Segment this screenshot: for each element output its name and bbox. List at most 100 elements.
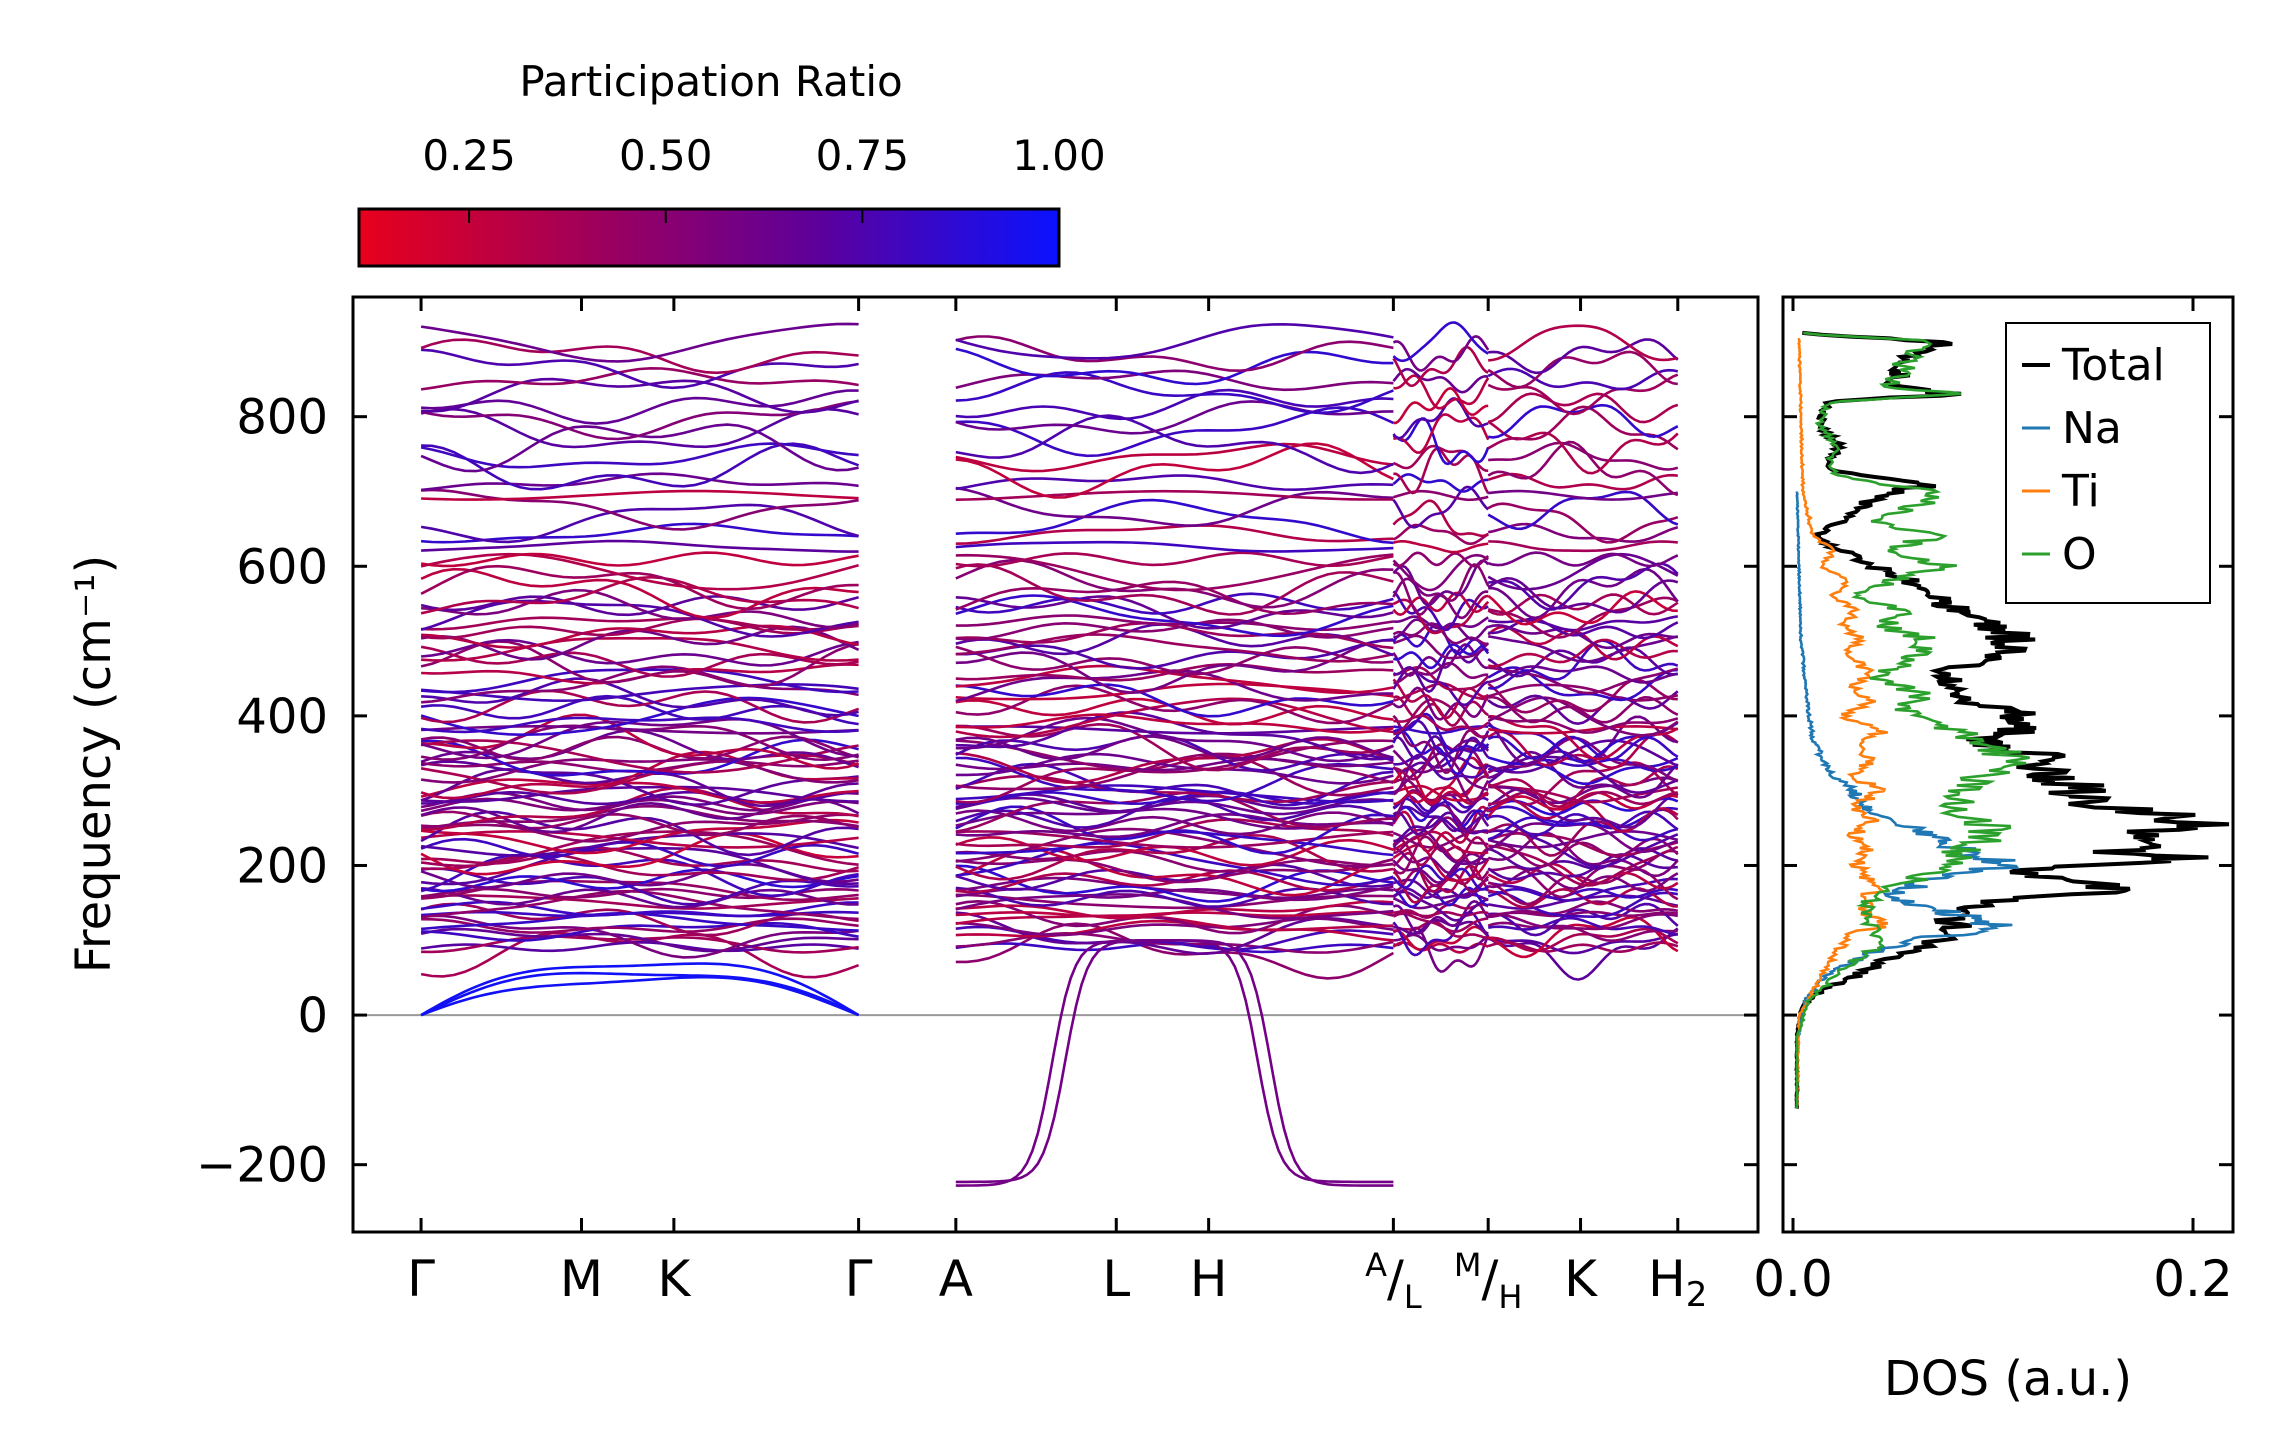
- band-line: [420, 399, 859, 441]
- legend-label: Ti: [2061, 466, 2100, 517]
- colorbar-tick-label: 0.25: [422, 131, 516, 180]
- band-line: [1488, 912, 1678, 931]
- band-line: [1487, 646, 1678, 678]
- band-line: [1392, 485, 1490, 529]
- band-line: [955, 580, 1394, 616]
- band-line: [1488, 540, 1678, 553]
- band-line: [1393, 413, 1490, 454]
- band-line: [1392, 847, 1489, 893]
- dos-curve-o: [1795, 331, 2030, 1109]
- band-line: [421, 588, 859, 629]
- band-line: [1488, 902, 1679, 937]
- band-line: [1488, 562, 1679, 611]
- band-line: [420, 599, 859, 638]
- band-line: [1393, 386, 1489, 425]
- colorbar: Participation Ratio 0.25 0.50 0.75 1.00: [357, 57, 1106, 268]
- band-line: [1392, 417, 1490, 466]
- band-line: [955, 754, 1394, 804]
- band-line: [955, 618, 1394, 641]
- band-line: [1392, 345, 1489, 388]
- band-line: [421, 677, 859, 717]
- band-line: [955, 796, 1394, 816]
- band-line: [955, 762, 1394, 807]
- legend-label: Total: [2061, 340, 2165, 391]
- band-line: [421, 348, 859, 390]
- colorbar-gradient: [357, 207, 1061, 268]
- band-line: [1487, 551, 1679, 568]
- band-line: [420, 472, 859, 492]
- band-line: [420, 552, 859, 591]
- colorbar-ticks: 0.25 0.50 0.75 1.00: [422, 131, 1106, 223]
- band-line: [421, 522, 859, 544]
- band-line: [420, 638, 859, 667]
- band-line: [1487, 440, 1679, 497]
- y-tick-label: 0: [297, 988, 328, 1044]
- band-line: [1392, 665, 1490, 691]
- band-line: [955, 369, 1394, 392]
- band-line: [955, 917, 1394, 937]
- band-line: [421, 852, 859, 882]
- band-line: [955, 919, 1394, 942]
- band-line: [955, 347, 1394, 386]
- band-line: [1488, 784, 1679, 804]
- band-line: [955, 863, 1394, 891]
- band-line: [420, 760, 859, 807]
- band-line: [420, 739, 859, 774]
- legend-items: Total Na Ti O: [2022, 340, 2165, 580]
- band-line: [955, 563, 1394, 616]
- band-line: [1392, 590, 1489, 632]
- band-line: [1487, 350, 1678, 389]
- band-line: [1487, 392, 1679, 424]
- band-line: [1488, 567, 1679, 620]
- band-line: [1392, 738, 1490, 774]
- band-line: [1487, 810, 1679, 837]
- band-line: [421, 389, 859, 425]
- band-line: [1487, 887, 1679, 900]
- band-line: [955, 827, 1394, 868]
- band-line: [1392, 553, 1489, 592]
- band-line: [955, 784, 1394, 804]
- band-line: [1393, 615, 1489, 630]
- band-line: [1487, 791, 1679, 812]
- x-tick-label: H: [1190, 1250, 1228, 1308]
- band-line: [421, 713, 859, 770]
- band-line: [955, 638, 1394, 670]
- x-tick-label: M/H: [1454, 1246, 1523, 1316]
- dos-curve-ti: [1795, 338, 1889, 1109]
- band-line: [420, 694, 859, 726]
- band-line: [1487, 690, 1679, 726]
- band-line: [955, 757, 1394, 772]
- band-line: [420, 758, 859, 784]
- band-line: [955, 790, 1394, 833]
- band-line: [420, 366, 859, 391]
- band-line: [955, 551, 1394, 568]
- band-line: [420, 735, 859, 762]
- band-line: [1392, 634, 1490, 660]
- band-line: [1487, 715, 1679, 734]
- band-line: [420, 442, 859, 469]
- dos-legend: Total Na Ti O: [2005, 322, 2211, 604]
- band-line: [955, 697, 1394, 739]
- acoustic-band: [420, 971, 860, 1017]
- band-line: [1488, 910, 1678, 918]
- band-line: [1392, 756, 1490, 804]
- band-line: [1488, 724, 1678, 735]
- colorbar-tick-label: 0.50: [619, 131, 713, 180]
- band-line: [420, 696, 859, 737]
- band-line: [955, 830, 1394, 849]
- band-line: [955, 858, 1394, 884]
- acoustic-band: [420, 962, 860, 1017]
- dos-x-tick-label: 0.2: [2153, 1250, 2233, 1308]
- acoustic-band: [420, 975, 860, 1017]
- band-line: [1392, 735, 1490, 761]
- x-tick-label: H2: [1648, 1250, 1707, 1315]
- band-line: [1392, 835, 1490, 881]
- dos-x-tick-label: 0.0: [1753, 1250, 1833, 1308]
- legend-label: O: [2062, 529, 2097, 580]
- band-line: [1488, 666, 1679, 695]
- band-line: [420, 617, 859, 640]
- band-line: [955, 592, 1394, 615]
- x-tick-label: K: [1564, 1250, 1598, 1308]
- band-line: [1392, 499, 1489, 538]
